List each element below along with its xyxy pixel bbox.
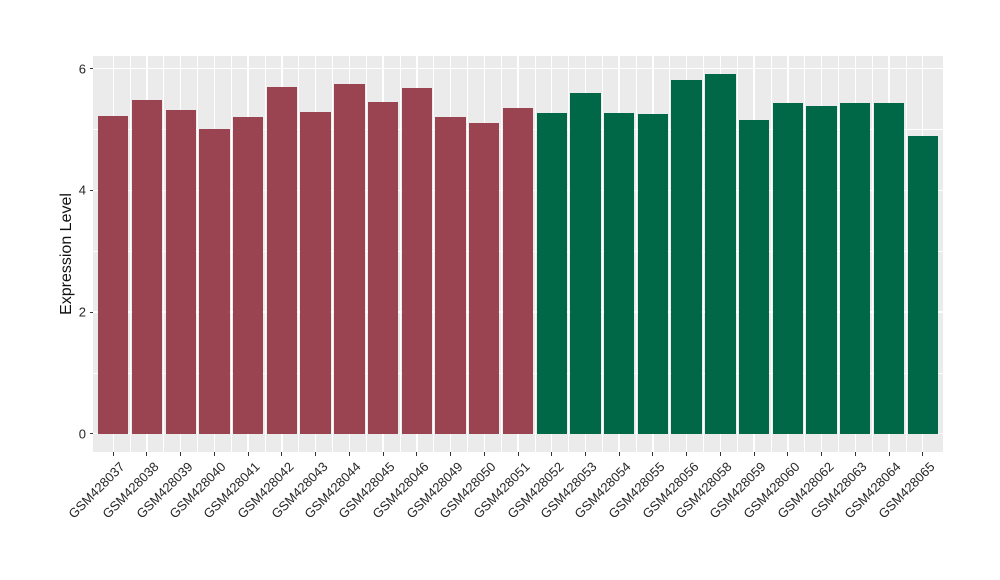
bar [840,102,871,434]
y-tick-label: 2 [78,304,86,320]
bar [570,93,601,434]
gridline-minor-v [736,56,738,452]
y-tick-label: 0 [78,426,86,442]
gridline-minor-v [838,56,839,452]
x-tick-mark [854,452,856,456]
gridline-minor-v [365,56,367,452]
gridline-minor-v [332,56,333,452]
bar [502,107,534,434]
x-tick-mark [281,452,283,456]
x-tick-mark [753,452,755,456]
bar [705,74,736,434]
bar [199,128,230,434]
x-tick-mark [888,452,890,456]
y-tick-mark [89,189,93,191]
gridline-minor-v [163,56,165,452]
gridline-minor-v [264,56,266,452]
x-tick-mark [922,452,924,456]
gridline-minor-v [129,56,131,452]
x-tick-mark [618,452,620,456]
x-tick-mark [686,452,688,456]
gridline-minor-v [871,56,873,452]
x-tick-mark [584,452,586,456]
gridline-minor-v [905,56,907,452]
bar [266,87,298,434]
y-tick-label: 6 [78,61,86,77]
bar [232,116,264,434]
gridline-minor-v [298,56,300,452]
bar [98,115,129,434]
x-tick-mark [551,452,553,456]
bar [334,83,365,434]
bar [671,79,702,434]
bar [772,103,803,434]
x-tick-mark [416,452,418,456]
y-tick-mark [89,433,93,435]
x-tick-mark [213,452,215,456]
bar [367,101,399,434]
y-tick-mark [89,311,93,313]
y-axis-title: Expression Level [58,193,75,315]
x-tick-mark [382,452,384,456]
x-tick-mark [180,452,182,456]
bar [604,113,635,434]
gridline-minor-v [467,56,468,452]
bar [401,87,432,434]
bar [873,103,905,434]
gridline-minor-v [770,56,772,452]
bar [637,114,669,434]
x-tick-mark [719,452,721,456]
bar [907,135,938,434]
x-tick-mark [787,452,789,456]
bar [300,111,331,434]
x-tick-mark [247,452,249,456]
x-tick-mark [146,452,148,456]
gridline-minor-v [534,56,536,452]
bar [131,100,163,434]
x-tick-mark [517,452,519,456]
bar [469,122,500,434]
gridline-minor-v [197,56,198,452]
y-tick-label: 4 [78,182,86,198]
bar [738,119,770,434]
x-tick-mark [483,452,485,456]
bar [536,113,567,434]
bar [435,116,466,434]
gridline-minor-v [399,56,401,452]
x-tick-mark [348,452,350,456]
gridline-minor-v [601,56,603,452]
gridline-minor-v [568,56,570,452]
gridline-minor-v [804,56,806,452]
gridline-minor-v [669,56,671,452]
bar [165,109,196,434]
x-tick-mark [112,452,114,456]
gridline-minor-v [433,56,435,452]
x-tick-mark [450,452,452,456]
gridline-minor-v [230,56,232,452]
x-tick-mark [315,452,317,456]
bar [806,106,837,434]
y-tick-mark [89,68,93,70]
x-tick-mark [652,452,654,456]
gridline-minor-v [635,56,637,452]
gridline-minor-v [500,56,502,452]
gridline-minor-v [703,56,704,452]
x-tick-mark [821,452,823,456]
